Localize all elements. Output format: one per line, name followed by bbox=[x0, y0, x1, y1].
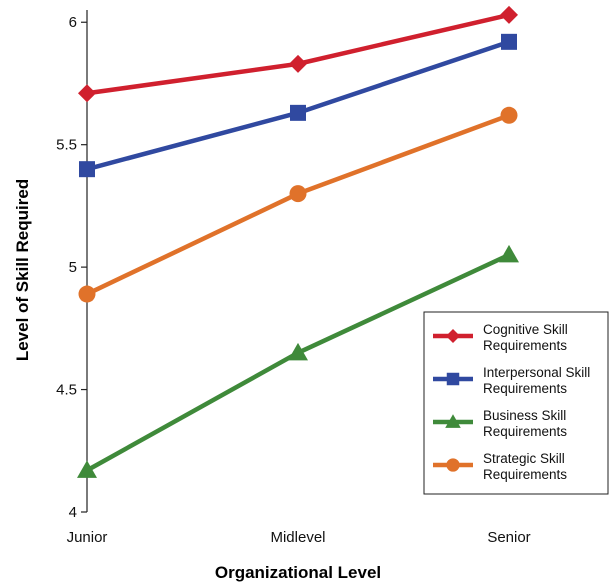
x-tick-label: Junior bbox=[67, 529, 108, 546]
data-point-square bbox=[501, 33, 517, 50]
legend-label: Requirements bbox=[483, 467, 567, 482]
y-tick-label: 4.5 bbox=[56, 382, 77, 399]
legend: Cognitive SkillRequirementsInterpersonal… bbox=[423, 311, 609, 495]
data-point-diamond bbox=[500, 5, 518, 24]
legend-marker-triangle bbox=[445, 414, 461, 428]
y-tick-label: 4 bbox=[69, 504, 77, 521]
series-circle bbox=[78, 106, 518, 303]
y-ticks: 4 4.5 5 5.5 6 bbox=[56, 14, 87, 521]
x-tick-label: Midlevel bbox=[270, 529, 325, 546]
data-point-diamond bbox=[289, 54, 307, 73]
legend-label: Strategic Skill bbox=[483, 451, 565, 466]
data-point-triangle bbox=[77, 460, 97, 478]
series-line bbox=[86, 113, 510, 297]
axes: 4 4.5 5 5.5 6 Junior Midlevel Senior bbox=[56, 10, 531, 546]
data-point-square bbox=[79, 161, 95, 178]
series-layer bbox=[77, 5, 519, 478]
y-tick-label: 6 bbox=[69, 14, 77, 31]
series-triangle bbox=[77, 244, 519, 478]
y-tick-label: 5 bbox=[69, 259, 77, 276]
x-ticks: Junior Midlevel Senior bbox=[67, 529, 531, 546]
data-point-circle bbox=[500, 106, 518, 124]
data-point-circle bbox=[289, 185, 307, 203]
series-line bbox=[86, 12, 510, 96]
legend-marker-diamond bbox=[445, 328, 461, 344]
y-axis-title: Level of Skill Required bbox=[13, 179, 32, 361]
y-tick-label: 5.5 bbox=[56, 137, 77, 154]
legend-label: Requirements bbox=[483, 424, 567, 439]
legend-label: Requirements bbox=[483, 381, 567, 396]
series-square bbox=[79, 33, 517, 178]
data-point-square bbox=[290, 104, 306, 121]
legend-label: Business Skill bbox=[483, 408, 566, 423]
data-point-circle bbox=[78, 285, 96, 303]
legend-marker-square bbox=[446, 372, 460, 386]
x-axis-title: Organizational Level bbox=[215, 563, 381, 582]
legend-label: Cognitive Skill bbox=[483, 322, 568, 337]
data-point-triangle bbox=[288, 342, 308, 361]
legend-marker-circle bbox=[446, 458, 460, 472]
x-tick-label: Senior bbox=[487, 529, 530, 546]
data-point-diamond bbox=[78, 84, 96, 103]
data-point-triangle bbox=[499, 244, 519, 263]
legend-label: Interpersonal Skill bbox=[483, 365, 590, 380]
series-diamond bbox=[78, 5, 518, 103]
legend-label: Requirements bbox=[483, 338, 567, 353]
